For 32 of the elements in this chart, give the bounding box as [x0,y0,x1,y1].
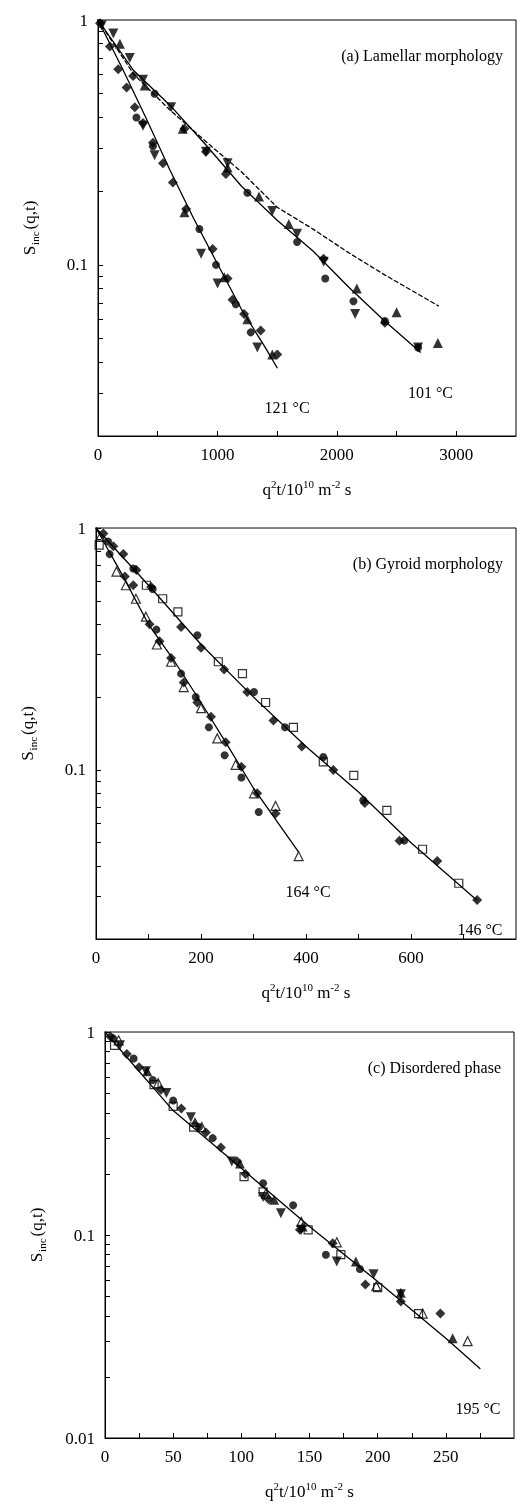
x-tick-label: 2000 [319,445,354,464]
y-axis-title: Sinc(q,t) [17,706,39,761]
x-tick-label: 250 [433,1447,459,1466]
x-tick-label: 150 [296,1447,323,1466]
x-tick-label: 600 [398,948,424,967]
y-tick-label: 0.1 [64,760,86,780]
y-tick-label: 0.1 [73,1225,95,1245]
x-tick-label: 50 [164,1447,182,1466]
y-tick-label: 1 [86,1022,95,1042]
x-tick-label: 0 [93,445,103,464]
text: (b) Gyroid morphology [352,554,503,573]
y-tick-label: 0.01 [65,1428,95,1448]
x-tick-label: 200 [364,1447,391,1466]
annotation: 101 °C [407,383,453,401]
annotation: 121 °C [264,399,310,417]
x-tick-label: 0 [91,948,101,967]
x-tick-label: 100 [228,1447,255,1466]
y-tick-label: 1 [79,10,88,30]
text: (c) Disordered phase [367,1058,502,1077]
annotation: 164 °C [285,882,331,900]
x-tick-label: 3000 [439,445,474,464]
x-tick-label: 200 [188,948,214,967]
y-tick-label: 1 [77,518,86,538]
x-tick-label: 0 [100,1447,110,1466]
x-tick-label: 400 [293,948,319,967]
y-axis-title: Sinc(q,t) [26,1207,48,1263]
y-axis-title: Sinc(q,t) [19,200,41,256]
text: (a) Lamellar morphology [341,46,503,65]
annotation: 146 °C [457,920,503,938]
annotation: 195 °C [455,1399,501,1417]
x-tick-label: 1000 [200,445,235,464]
y-tick-label: 0.1 [66,255,88,275]
